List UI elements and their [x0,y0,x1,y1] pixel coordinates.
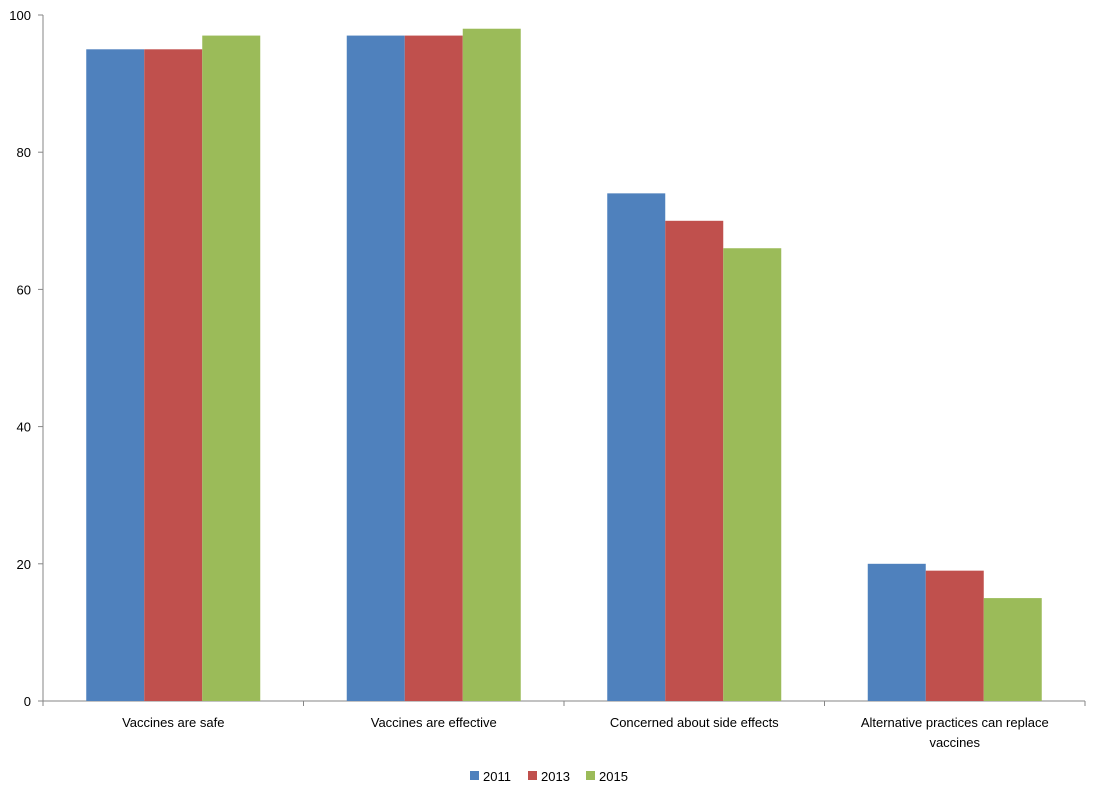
legend-label: 2011 [483,769,511,784]
y-tick-label: 20 [17,557,31,572]
legend-swatch [586,771,595,780]
x-category-label: Vaccines are safe [122,715,224,730]
legend-swatch [470,771,479,780]
x-category-label: Vaccines are effective [371,715,497,730]
x-category-label: Alternative practices can replace [861,715,1049,730]
x-category-label: Concerned about side effects [610,715,779,730]
x-category-label: vaccines [929,735,980,750]
bar-2015 [462,28,521,702]
bar-2013 [925,570,984,701]
y-tick-label: 100 [9,8,31,23]
y-tick-label: 0 [24,694,31,709]
y-tick-label: 60 [17,282,31,297]
bar-2011 [607,193,666,702]
bar-2015 [723,248,782,702]
legend-swatch [528,771,537,780]
bar-2013 [144,49,203,702]
bar-2011 [346,35,405,701]
bar-2015 [202,35,261,701]
y-tick-label: 40 [17,420,31,435]
y-tick-label: 80 [17,145,31,160]
bar-2015 [983,598,1042,701]
bar-2013 [665,220,724,702]
legend-label: 2013 [541,769,570,784]
bar-2011 [86,49,145,702]
legend-label: 2015 [599,769,628,784]
bar-2013 [404,35,463,701]
bar-2011 [867,563,926,701]
